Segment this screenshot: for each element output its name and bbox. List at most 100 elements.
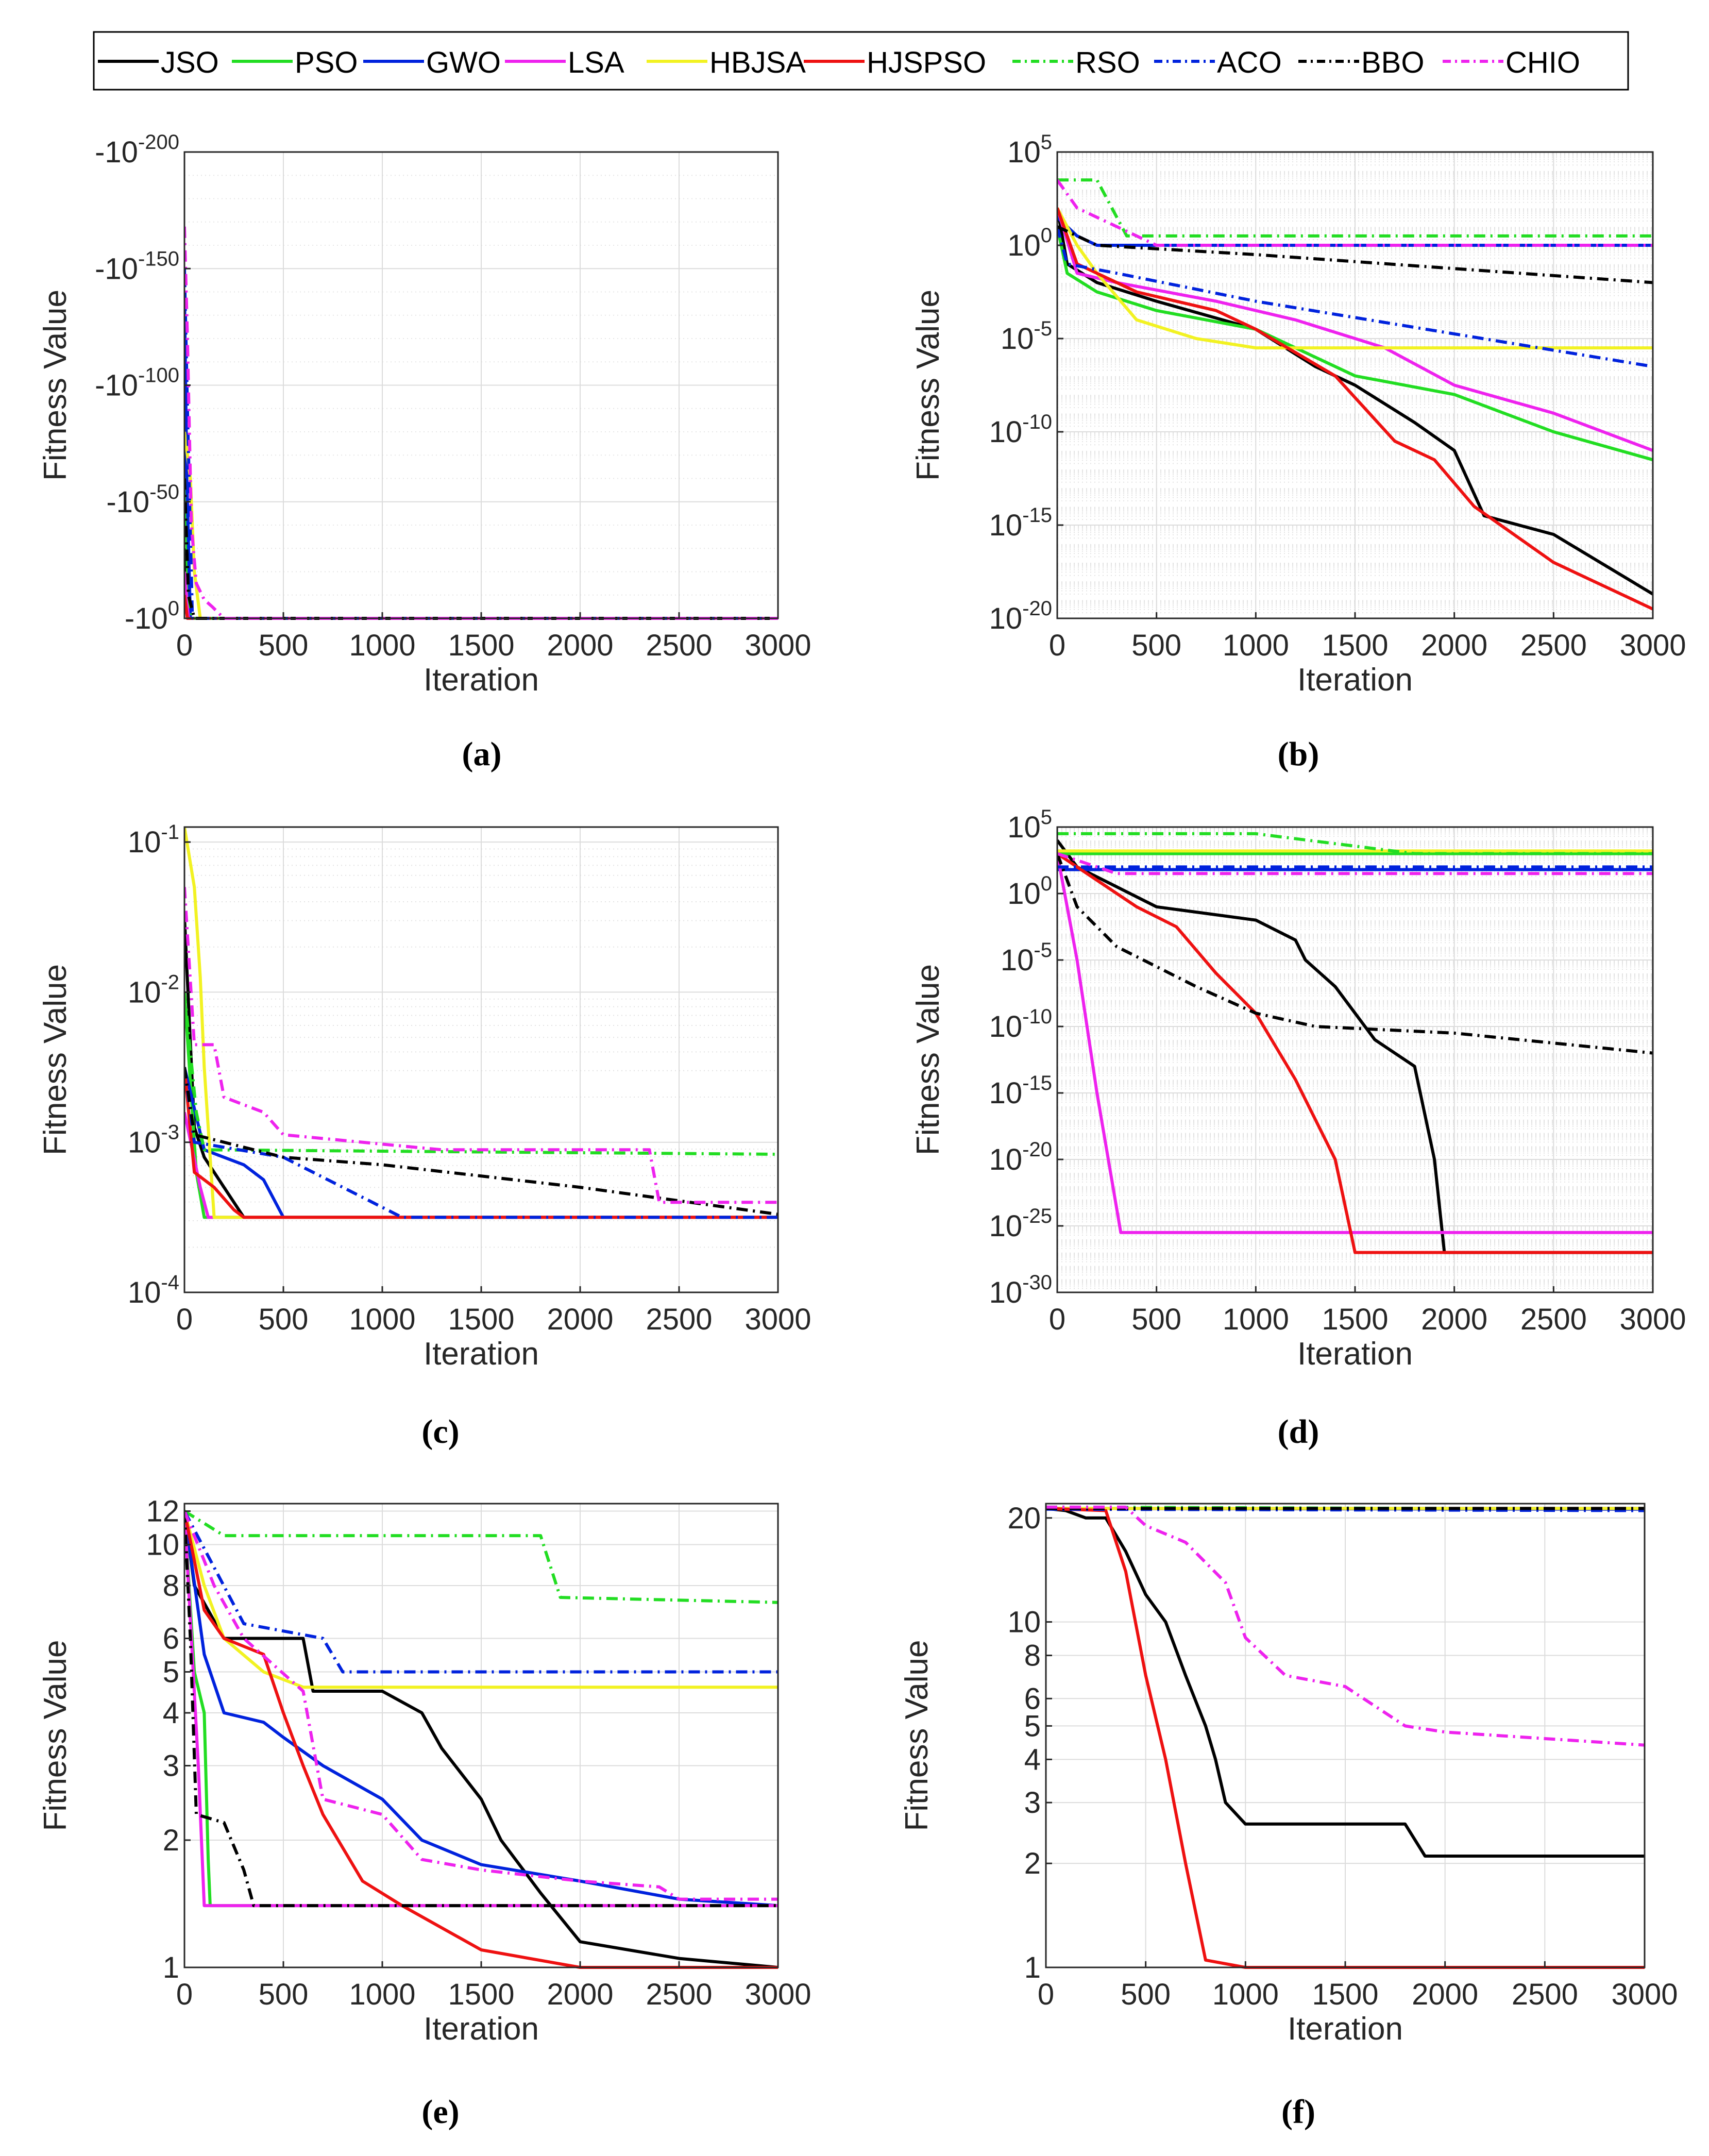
y-tick-exponent: -150 <box>138 247 179 270</box>
y-tick-base: 10 <box>989 1143 1023 1176</box>
y-tick-base: 6 <box>1024 1682 1041 1715</box>
y-tick-label: 12 <box>146 1495 179 1528</box>
series-line-hjspso <box>1057 852 1653 1254</box>
x-tick-label: 2500 <box>1512 1978 1578 2011</box>
x-tick-label: 1000 <box>1223 1303 1289 1336</box>
y-tick-label: 4 <box>1024 1743 1041 1776</box>
x-tick-label: 2500 <box>1520 629 1587 662</box>
x-tick-label: 0 <box>176 1303 193 1336</box>
y-tick-label: 10-5 <box>1001 317 1052 356</box>
y-tick-base: 10 <box>128 1126 161 1159</box>
panel-e: 0 500 1000 1500 2000 2500 300012345681012Itera… <box>38 1495 811 2131</box>
y-tick-base: 10 <box>1001 322 1034 356</box>
x-tick-label: 500 <box>1131 629 1181 662</box>
x-tick-label: 2000 <box>547 629 613 662</box>
y-tick-exponent: -50 <box>149 481 179 503</box>
y-tick-base: 10 <box>128 1276 161 1309</box>
y-tick-base: 3 <box>1024 1786 1041 1820</box>
y-tick-base: 10 <box>128 975 161 1009</box>
y-tick-exponent: 0 <box>1041 224 1052 247</box>
series-line-lsa <box>1057 853 1653 1234</box>
y-tick-exponent: -30 <box>1022 1271 1052 1294</box>
series-line-jso <box>1046 1507 1645 1858</box>
series-line-rso <box>184 1509 778 1604</box>
series-line-chio <box>1057 852 1653 875</box>
series-line-hbjsa <box>1057 207 1653 350</box>
x-tick-label: 3000 <box>744 629 811 662</box>
legend-label-bbo: BBO <box>1361 46 1425 79</box>
y-tick-label: 10-20 <box>989 597 1052 635</box>
y-tick-base: 10 <box>989 1010 1023 1043</box>
series-line-chio <box>184 226 778 620</box>
y-tick-base: 1 <box>1024 1951 1041 1984</box>
y-tick-exponent: -20 <box>1022 1138 1052 1161</box>
y-tick-label: 5 <box>1024 1709 1041 1743</box>
y-tick-exponent: -200 <box>138 131 179 154</box>
y-tick-base: 2 <box>163 1824 179 1857</box>
y-tick-label: 105 <box>1007 131 1052 169</box>
y-tick-label: -100 <box>125 597 179 635</box>
y-tick-exponent: -1 <box>161 821 179 844</box>
y-axis-title: Fitness Value <box>38 290 73 481</box>
y-tick-label: 10 <box>146 1528 179 1562</box>
x-tick-label: 2000 <box>547 1303 613 1336</box>
y-tick-label: 10-20 <box>989 1138 1052 1176</box>
x-axis-title: Iteration <box>424 2011 539 2047</box>
x-tick-label: 0 <box>1049 1303 1065 1336</box>
y-tick-label: -10-150 <box>95 247 179 285</box>
y-tick-base: 8 <box>1024 1639 1041 1673</box>
y-tick-base: 12 <box>146 1495 179 1528</box>
series-line-jso <box>1057 839 1653 1254</box>
y-tick-label: 10-2 <box>128 971 179 1009</box>
panel-b: 0 500 1000 1500 2000 2500 300010510010-510-101… <box>910 131 1686 773</box>
y-tick-exponent: -15 <box>1022 1072 1052 1094</box>
x-tick-label: 1500 <box>1322 629 1388 662</box>
series-line-hjspso <box>1057 207 1653 611</box>
y-tick-label: -10-200 <box>95 131 179 169</box>
y-tick-exponent: 5 <box>1041 806 1052 829</box>
panel-label: (e) <box>421 2093 459 2131</box>
y-tick-exponent: -5 <box>1034 939 1052 962</box>
y-axis-title: Fitness Value <box>38 1640 73 1831</box>
y-tick-base: 6 <box>163 1622 179 1656</box>
x-tick-label: 0 <box>1038 1978 1054 2011</box>
legend-label-hjspso: HJSPSO <box>867 46 986 79</box>
series-line-rso <box>1057 832 1653 855</box>
y-tick-label: 10-10 <box>989 411 1052 449</box>
x-tick-label: 0 <box>1049 629 1065 662</box>
series-line-aco <box>1057 226 1653 368</box>
x-axis-title: Iteration <box>1297 662 1413 698</box>
x-tick-label: 500 <box>259 1303 309 1336</box>
grid <box>184 151 779 619</box>
x-tick-label: 2500 <box>646 1303 712 1336</box>
series-line-jso <box>184 1511 778 1969</box>
y-tick-base: 10 <box>1007 1606 1041 1639</box>
y-axis-title: Fitness Value <box>910 290 946 481</box>
panel-c: 0 500 1000 1500 2000 2500 300010-110-210-310-4… <box>38 821 811 1451</box>
y-tick-label: 1 <box>163 1951 179 1984</box>
legend: JSO PSO GWO LSA HBJSA HJSPSO RSO ACO BBO CHIO <box>93 31 1629 91</box>
y-tick-label: 10-30 <box>989 1271 1052 1309</box>
grid <box>1057 827 1653 1293</box>
x-axis-title: Iteration <box>424 1336 539 1372</box>
y-tick-label: 8 <box>1024 1639 1041 1673</box>
x-axis-title: Iteration <box>1297 1336 1413 1372</box>
y-tick-base: -10 <box>95 369 138 402</box>
y-tick-label: 105 <box>1007 806 1052 844</box>
series-line-hjspso <box>184 1067 778 1219</box>
y-tick-base: 2 <box>1024 1847 1041 1880</box>
series-line-aco <box>184 1510 778 1674</box>
y-tick-exponent: -100 <box>138 364 179 387</box>
series-line-aco <box>184 1067 778 1219</box>
legend-label-rso: RSO <box>1075 46 1140 79</box>
panel-label: (c) <box>421 1413 459 1451</box>
x-tick-label: 1000 <box>1212 1978 1279 2011</box>
x-tick-label: 3000 <box>1619 629 1686 662</box>
legend-label-gwo: GWO <box>426 46 501 79</box>
x-tick-label: 2500 <box>646 629 712 662</box>
y-tick-base: 10 <box>989 415 1023 449</box>
y-tick-label: 10-10 <box>989 1005 1052 1043</box>
y-tick-exponent: -15 <box>1022 504 1052 527</box>
series-line-bbo <box>184 1067 778 1216</box>
y-tick-base: 10 <box>989 1276 1023 1309</box>
